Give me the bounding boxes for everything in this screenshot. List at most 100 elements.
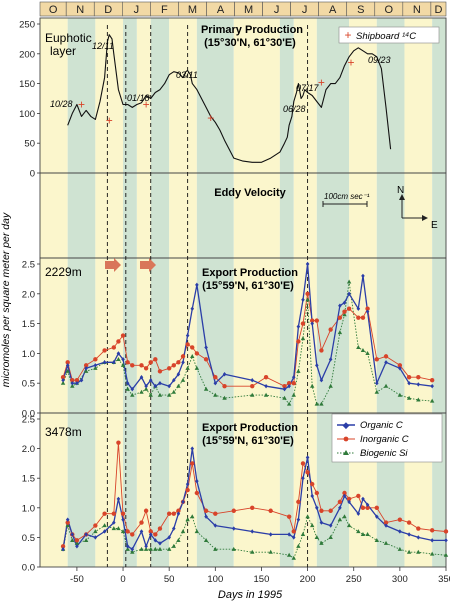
p4-inorganic-point-17	[166, 511, 172, 516]
panel1-title-line1: Primary Production	[201, 24, 303, 36]
p3-inorganic-point-20	[180, 354, 186, 359]
y-tick-label-3-3: 1.5	[22, 474, 35, 485]
p3-inorganic-point-8	[116, 339, 121, 344]
p3-organic-point-18	[167, 383, 171, 389]
p3-organic-point-3	[75, 381, 79, 386]
p4-silica-line	[62, 516, 447, 559]
p3-inorganic-point-35	[310, 318, 315, 323]
y-tick-label-3-2: 1.0	[22, 503, 35, 514]
p4-organic-point-43	[365, 502, 370, 508]
p3-inorganic-point-7	[111, 345, 117, 350]
p3-silica-point-31	[291, 392, 296, 397]
legend-inorganic-label: Inorganic C	[360, 434, 409, 445]
p3-organic-point-25	[204, 345, 208, 350]
p4-silica-point-44	[374, 537, 379, 542]
p3-inorganic-point-44	[365, 306, 370, 311]
p4-inorganic-point-34	[310, 481, 315, 487]
p3-silica-point-1	[65, 368, 70, 373]
p3-inorganic-point-15	[153, 357, 158, 362]
scale-bar-label: 100cm sec⁻¹	[324, 192, 370, 201]
shipboard-point-4: +	[318, 75, 325, 89]
p3-inorganic-point-25	[213, 375, 218, 380]
p3-inorganic-point-3	[74, 378, 80, 383]
p4-inorganic-point-40	[346, 496, 352, 502]
p4-inorganic-point-18	[171, 511, 176, 516]
p3-inorganic-point-33	[300, 321, 306, 326]
month-label-14: D	[434, 4, 442, 16]
p3-organic-point-8	[112, 360, 116, 365]
p4-inorganic-point-11	[130, 532, 135, 537]
date-label-5: 06/28	[283, 104, 306, 114]
p3-inorganic-point-39	[337, 315, 343, 320]
p4-organic-point-2	[70, 532, 75, 537]
p3-silica-point-10	[125, 386, 130, 391]
p3-organic-point-41	[342, 300, 347, 305]
season-band-5	[150, 18, 170, 567]
p3-silica-point-0	[60, 380, 66, 385]
p4-silica-point-41	[356, 529, 361, 534]
p4-organic-point-16	[158, 541, 162, 546]
p4-inorganic-point-41	[356, 493, 361, 499]
season-band-7	[196, 18, 234, 567]
season-band-3	[123, 18, 137, 567]
p4-organic-point-45	[384, 523, 388, 528]
p4-silica-point-23	[194, 529, 200, 534]
y-tick-label-0-1: 50	[24, 139, 35, 150]
p3-inorganic-point-41	[346, 306, 352, 311]
p3-organic-point-39	[328, 357, 333, 362]
panel1-title-line2: (15°30'N, 61°30'E)	[204, 37, 296, 49]
p3-organic-point-21	[181, 360, 185, 365]
p3-silica-point-27	[250, 392, 255, 397]
p3-inorganic-point-4	[83, 363, 89, 368]
shipboard-point-5: +	[347, 56, 354, 70]
p4-inorganic-point-48	[416, 526, 421, 531]
p3-silica-point-48	[406, 395, 412, 400]
p4-organic-point-42	[361, 496, 365, 502]
p4-inorganic-point-13	[143, 508, 149, 513]
y-tick-label-2-4: 2.0	[22, 289, 35, 300]
p4-inorganic-point-0	[60, 544, 66, 549]
p3-silica-point-29	[282, 395, 287, 400]
p4-silica-point-31	[296, 543, 301, 548]
p4-inorganic-point-47	[406, 520, 412, 525]
p4-organic-point-46	[398, 529, 402, 534]
x-tick-label-7: 300	[392, 574, 408, 585]
x-axis-label: Days in 1995	[218, 589, 283, 601]
compass-east-label: E	[431, 220, 438, 231]
p3-silica-point-22	[190, 353, 195, 358]
p3-inorganic-point-18	[171, 363, 176, 368]
p3-organic-point-29	[264, 383, 268, 389]
p3-silica-point-4	[83, 368, 89, 373]
p3-silica-point-28	[263, 392, 269, 397]
p4-silica-point-46	[397, 546, 403, 551]
p3-silica-point-19	[176, 383, 181, 388]
y-tick-label-2-2: 1.0	[22, 349, 35, 360]
p4-organic-point-35	[315, 505, 319, 510]
p3-organic-point-40	[338, 303, 342, 308]
p3-organic-point-49	[407, 381, 411, 386]
panel3-title-line2: (15°59'N, 61°30'E)	[202, 280, 294, 292]
data-series: + + + + + +	[60, 34, 449, 560]
y-tick-label-3-0: 0.0	[22, 563, 35, 574]
p4-inorganic-point-32	[300, 461, 306, 466]
p3-silica-point-2	[70, 383, 75, 388]
p4-organic-point-33	[305, 455, 310, 460]
p4-inorganic-point-39	[342, 490, 347, 496]
p4-inorganic-point-26	[231, 508, 236, 513]
season-band-13	[376, 18, 405, 567]
season-band-10	[293, 18, 317, 567]
p3-silica-point-14	[148, 392, 153, 397]
p4-inorganic-point-46	[397, 517, 403, 522]
p3-organic-point-46	[374, 381, 379, 386]
legend-organic-label: Organic C	[360, 420, 403, 431]
p4-silica-point-21	[185, 517, 190, 522]
p3-organic-point-4	[79, 378, 84, 383]
p4-inorganic-point-12	[139, 520, 144, 525]
p3-organic-point-14	[144, 383, 148, 389]
p4-organic-point-36	[319, 520, 324, 525]
p3-inorganic-point-42	[356, 315, 361, 320]
p3-inorganic-point-23	[194, 351, 200, 356]
p3-inorganic-point-38	[328, 327, 333, 332]
date-label-7: 09/23	[368, 55, 391, 65]
